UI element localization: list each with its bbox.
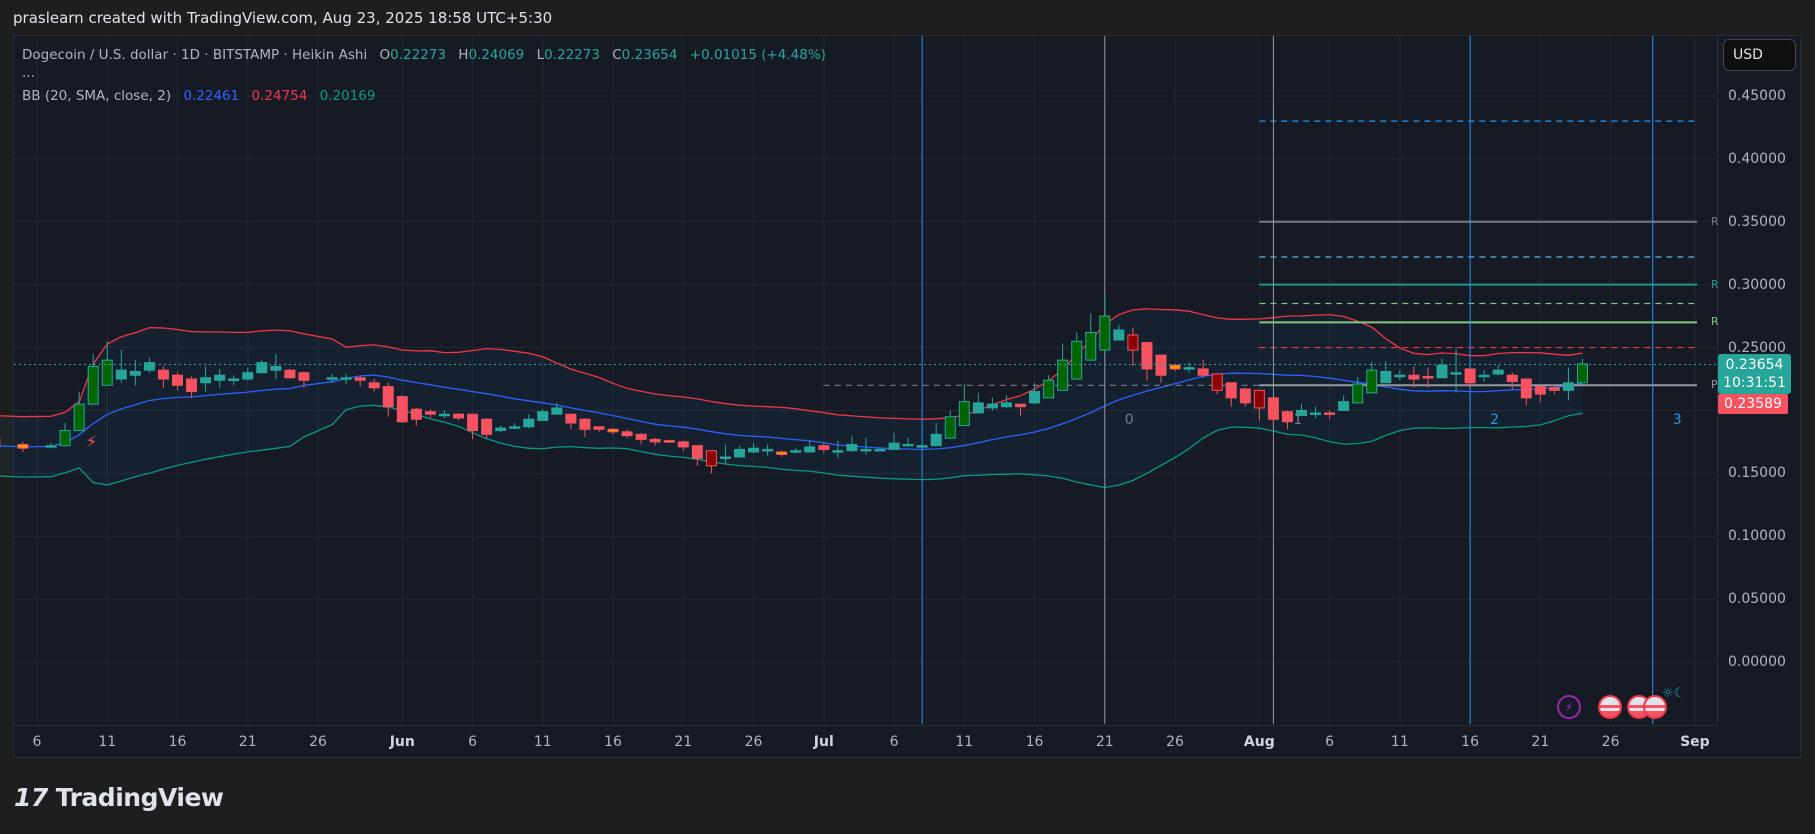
- price-tick: 0.05000: [1728, 591, 1786, 608]
- time-tick: Jun: [389, 734, 415, 750]
- time-tick: 26: [309, 734, 327, 750]
- lightning-event-icon[interactable]: ⚡: [1557, 695, 1581, 719]
- price-tick: 0.25000: [1728, 339, 1786, 356]
- chart-legend: Dogecoin / U.S. dollar · 1D · BITSTAMP ·…: [22, 45, 826, 107]
- last-price-badge: 0.23654 10:31:51: [1718, 354, 1791, 394]
- time-tick: 26: [1601, 734, 1620, 750]
- time-axis[interactable]: [13, 725, 1717, 759]
- time-tick: 11: [533, 734, 552, 750]
- high-value: 0.24069: [468, 47, 525, 63]
- us-flag-event-icon[interactable]: [1643, 695, 1667, 719]
- tradingview-logo[interactable]: 17 TradingView: [14, 783, 224, 812]
- close-value: 0.23654: [621, 47, 678, 63]
- level-label: R: [1711, 277, 1719, 291]
- pivot-levels: [823, 120, 1697, 387]
- bb-indicator-row[interactable]: BB (20, SMA, close, 2) 0.22461 0.24754 0…: [22, 86, 826, 107]
- time-tick: 11: [98, 734, 117, 750]
- time-tick: 6: [1325, 734, 1335, 750]
- time-tick: 16: [168, 734, 187, 750]
- chart-caption: praslearn created with TradingView.com, …: [13, 9, 553, 27]
- last-price-value: 0.23654: [1725, 357, 1784, 373]
- grid-lines: [14, 36, 1716, 724]
- candlesticks: [0, 294, 1588, 474]
- time-tick: 16: [604, 734, 622, 750]
- bb-upper-value: 0.24754: [251, 88, 308, 104]
- currency-button[interactable]: USD: [1723, 39, 1796, 71]
- level-label: P: [1711, 378, 1718, 392]
- bollinger-bands: [0, 308, 1583, 489]
- time-tick: 6: [32, 734, 42, 750]
- bb-indicator-label[interactable]: BB (20, SMA, close, 2): [22, 88, 172, 104]
- moon-phase-icon[interactable]: ☼☾: [1662, 686, 1686, 701]
- time-tick: Aug: [1243, 734, 1275, 750]
- time-tick: 11: [955, 734, 974, 750]
- prev-close-badge: 0.23589: [1718, 394, 1788, 414]
- fib-zone-label: 0: [1124, 412, 1134, 428]
- bb-basis-value: 0.22461: [183, 88, 240, 104]
- us-flag-event-icon[interactable]: [1598, 695, 1622, 719]
- symbol-row[interactable]: Dogecoin / U.S. dollar · 1D · BITSTAMP ·…: [22, 47, 826, 63]
- time-tick: 16: [1025, 734, 1044, 750]
- time-tick: 21: [1531, 734, 1550, 750]
- price-axis[interactable]: [1717, 35, 1802, 725]
- bb-lower-value: 0.20169: [319, 88, 376, 104]
- time-tick: 21: [238, 734, 257, 750]
- level-label: R: [1711, 315, 1719, 329]
- price-tick: 0.10000: [1728, 528, 1786, 545]
- time-tick: Jul: [813, 734, 834, 750]
- time-tick: Sep: [1680, 734, 1710, 750]
- low-value: 0.22273: [544, 47, 600, 63]
- level-label: R: [1711, 214, 1719, 228]
- time-tick: 16: [1461, 734, 1480, 750]
- price-tick: 0.35000: [1728, 213, 1786, 230]
- price-tick: 0.40000: [1728, 150, 1786, 167]
- price-tick: 0.45000: [1728, 88, 1786, 104]
- fib-time-zones: [921, 36, 1654, 724]
- fib-zone-label: 3: [1672, 412, 1682, 428]
- time-tick: 26: [1166, 734, 1184, 750]
- time-tick: 6: [468, 734, 478, 750]
- change-value: +0.01015 (+4.48%): [689, 47, 826, 63]
- symbol-title[interactable]: Dogecoin / U.S. dollar · 1D · BITSTAMP ·…: [22, 47, 368, 63]
- price-tick: 0.30000: [1728, 276, 1786, 293]
- tradingview-logo-mark: 17: [14, 783, 48, 812]
- price-tick: 0.15000: [1728, 465, 1786, 482]
- fib-zone-label: 2: [1490, 412, 1500, 428]
- time-tick: 26: [744, 734, 763, 750]
- price-tick: 0.00000: [1728, 654, 1786, 670]
- time-tick: 6: [889, 734, 899, 750]
- signal-flash-icon[interactable]: ⚡: [86, 432, 98, 451]
- bar-countdown: 10:31:51: [1723, 375, 1786, 391]
- fib-zone-label: 1: [1293, 412, 1303, 428]
- time-tick: 11: [1390, 734, 1409, 750]
- open-value: 0.22273: [390, 47, 446, 63]
- time-tick: 21: [1095, 734, 1114, 750]
- time-tick: 21: [674, 734, 693, 750]
- chart-panel[interactable]: [13, 35, 1801, 758]
- more-button[interactable]: ...: [22, 65, 35, 81]
